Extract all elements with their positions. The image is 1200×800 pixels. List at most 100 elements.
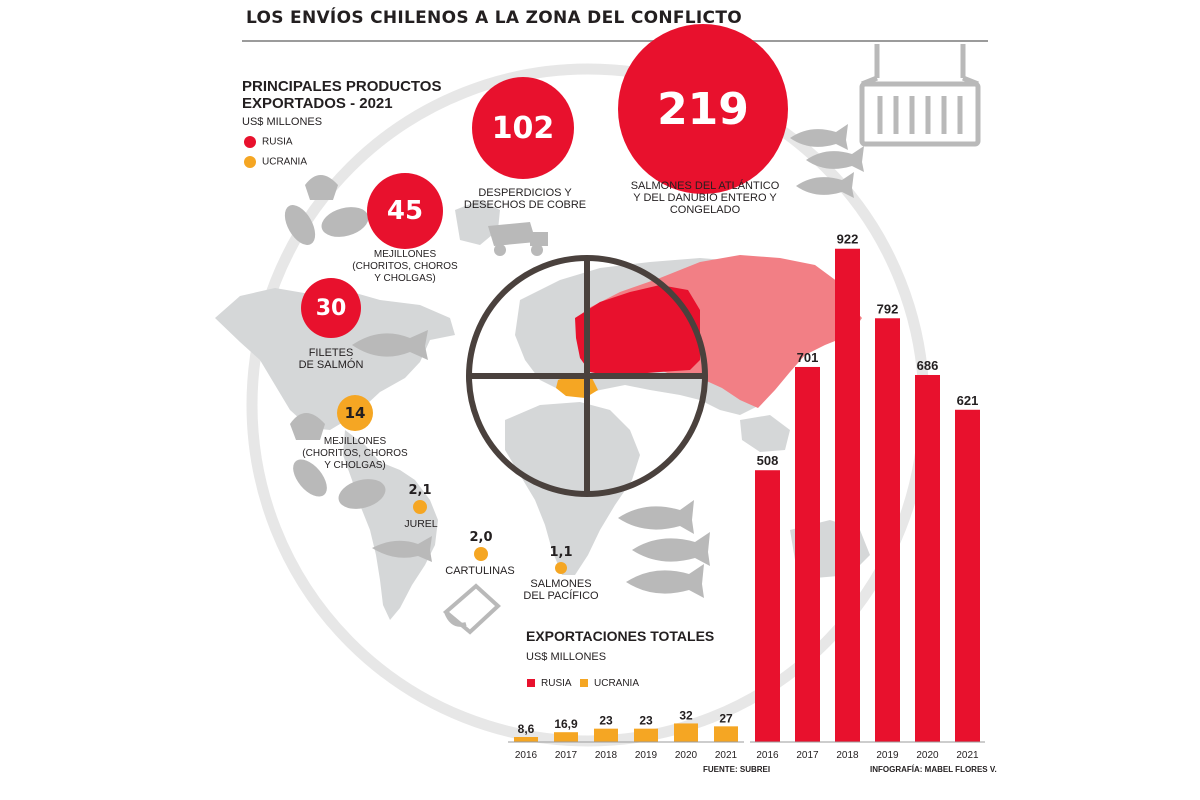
credit-note: INFOGRAFÍA: MABEL FLORES V. — [870, 765, 997, 774]
bar-ucrania-2020 — [674, 723, 698, 742]
product-label-salmon-fillet: FILETES DE SALMÓN — [298, 347, 364, 371]
bar-value-label: 32 — [679, 708, 693, 722]
page-title: LOS ENVÍOS CHILENOS A LA ZONA DEL CONFLI… — [246, 8, 742, 28]
fish-icon — [626, 564, 704, 598]
product-bubble-salmon-atlantic: 219 — [618, 24, 788, 194]
x-tick-label: 2019 — [635, 750, 658, 761]
legend-swatch-rusia — [527, 679, 535, 688]
mussel-icon — [284, 205, 316, 245]
paper-roll-icon — [442, 583, 501, 635]
product-label-mussels-ucrania: MEJILLONES (CHORITOS, CHOROS Y CHOLGAS) — [302, 436, 408, 471]
africa-shape — [505, 402, 640, 575]
dump-truck-icon — [488, 222, 548, 256]
bar-value-label: 508 — [757, 453, 779, 468]
fish-icon — [632, 532, 710, 566]
shells-top — [284, 175, 369, 245]
legend-swatch-rusia — [244, 136, 256, 148]
bar-value-label: 8,6 — [518, 722, 535, 736]
bar-ucrania-2018 — [594, 728, 618, 742]
x-tick-label: 2021 — [715, 750, 738, 761]
totals-legend-rusia: RUSIA — [527, 678, 572, 689]
product-bubble-salmon-fillet: 30 — [301, 278, 361, 338]
bar-rusia-2016 — [755, 470, 780, 742]
x-tick-label: 2020 — [675, 750, 698, 761]
x-tick-label: 2019 — [876, 750, 899, 761]
fish-icon — [352, 330, 428, 360]
south-america-shape — [343, 430, 438, 620]
products-heading: PRINCIPALES PRODUCTOS EXPORTADOS - 2021 — [242, 78, 442, 112]
bar-ucrania-2019 — [634, 728, 658, 742]
bar-rusia-2018 — [835, 248, 860, 743]
title-divider — [242, 40, 988, 42]
mussel-icon — [338, 479, 386, 509]
product-label-copper: DESPERDICIOS Y DESECHOS DE COBRE — [463, 187, 587, 211]
shell-icon — [290, 413, 325, 440]
bar-value-label: 701 — [797, 350, 819, 365]
x-tick-label: 2021 — [956, 750, 979, 761]
bar-value-label: 16,9 — [554, 717, 578, 731]
shells-bottom — [290, 413, 386, 509]
totals-legend-ucrania: UCRANIA — [580, 678, 639, 689]
bar-value-label: 621 — [957, 393, 979, 408]
bar-ucrania-2016 — [514, 737, 538, 742]
crosshair-icon — [466, 255, 708, 497]
product-dot-cartulinas — [474, 547, 488, 561]
se-asia-shape — [740, 415, 790, 452]
product-value-jurel: 2,1 — [408, 483, 432, 498]
fish-icon — [796, 172, 854, 198]
bar-rusia-2017 — [795, 366, 820, 742]
shell-icon — [305, 175, 338, 200]
legend-label: RUSIA — [541, 678, 572, 689]
products-legend-rusia: RUSIA — [244, 136, 293, 148]
bar-rusia-2020 — [915, 374, 940, 742]
product-label-salmon-pacific: SALMONES DEL PACÍFICO — [523, 578, 599, 602]
fish-icon — [372, 536, 432, 562]
legend-swatch-ucrania — [244, 156, 256, 168]
legend-label: UCRANIA — [594, 678, 640, 689]
fish-group-top — [790, 124, 864, 198]
product-value-salmon-pacific: 1,1 — [549, 545, 573, 560]
x-tick-label: 2017 — [796, 750, 819, 761]
mussel-icon — [293, 459, 327, 497]
mussel-icon — [321, 207, 369, 237]
fish-icon — [790, 124, 848, 150]
products-unit: US$ MILLONES — [242, 116, 323, 128]
legend-swatch-ucrania — [580, 679, 588, 688]
x-tick-label: 2016 — [515, 750, 538, 761]
product-bubble-copper: 102 — [472, 77, 574, 179]
x-tick-label: 2018 — [595, 750, 618, 761]
fish-icon — [806, 146, 864, 172]
product-label-salmon-atlantic: SALMONES DEL ATLÁNTICO Y DEL DANUBIO ENT… — [630, 180, 780, 216]
container-icon — [859, 44, 981, 147]
bar-value-label: 27 — [719, 711, 733, 725]
bar-ucrania-2021 — [714, 726, 738, 742]
legend-label: RUSIA — [262, 136, 293, 148]
product-bubble-mussels-ucrania: 14 — [337, 395, 373, 431]
products-legend-ucrania: UCRANIA — [244, 156, 307, 168]
legend-label: UCRANIA — [262, 156, 308, 168]
bar-value-label: 23 — [599, 714, 613, 728]
bar-rusia-2021 — [955, 409, 980, 742]
totals-heading: EXPORTACIONES TOTALES — [526, 628, 715, 644]
bar-value-label: 922 — [837, 232, 859, 247]
bar-value-label: 792 — [877, 301, 899, 316]
totals-unit: US$ MILLONES — [526, 651, 607, 663]
product-label-jurel: JUREL — [404, 518, 438, 530]
x-tick-label: 2017 — [555, 750, 578, 761]
bar-value-label: 686 — [917, 358, 939, 373]
fish-group-bottom — [618, 500, 710, 598]
product-value-cartulinas: 2,0 — [469, 530, 493, 545]
x-tick-label: 2016 — [756, 750, 779, 761]
north-america-shape — [215, 288, 455, 430]
russia-in-scope-shape — [575, 285, 700, 376]
bar-value-label: 23 — [639, 714, 653, 728]
product-label-cartulinas: CARTULINAS — [445, 565, 515, 577]
product-dot-salmon-pacific — [555, 562, 567, 574]
fish-icon — [618, 500, 694, 534]
bar-ucrania-2017 — [554, 732, 578, 742]
x-tick-label: 2018 — [836, 750, 859, 761]
bar-rusia-2019 — [875, 318, 900, 742]
product-label-mussels-rusia: MEJILLONES (CHORITOS, CHOROS Y CHOLGAS) — [352, 249, 458, 284]
x-tick-label: 2020 — [916, 750, 939, 761]
